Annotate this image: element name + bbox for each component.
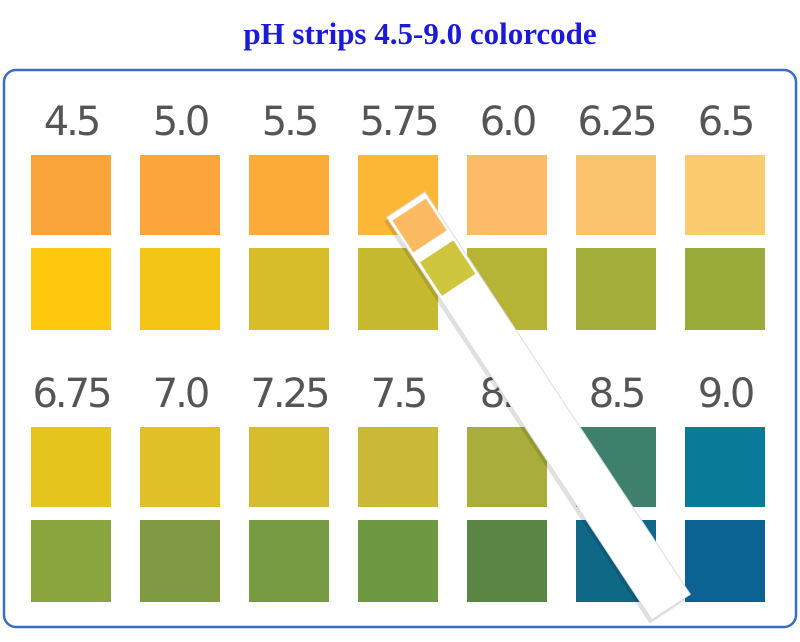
color-swatch	[358, 520, 438, 602]
color-swatch	[467, 520, 547, 602]
ph-label: 9.0	[698, 371, 753, 417]
ph-label: 5.75	[359, 99, 436, 145]
ph-label: 6.75	[32, 371, 109, 417]
strip-pad	[392, 198, 447, 253]
color-swatch	[31, 248, 111, 330]
color-swatch	[31, 155, 111, 235]
ph-label: 8.5	[589, 371, 644, 417]
ph-label: 7.0	[153, 371, 208, 417]
color-swatch	[140, 520, 220, 602]
ph-label: 7.25	[250, 371, 327, 417]
ph-label: 6.0	[480, 99, 535, 145]
color-swatch	[249, 427, 329, 507]
color-swatch	[685, 155, 765, 235]
ph-label: 5.5	[262, 99, 317, 145]
ph-label: 7.5	[371, 371, 426, 417]
color-swatch	[467, 155, 547, 235]
color-swatch	[685, 520, 765, 602]
color-swatch	[31, 427, 111, 507]
color-swatch	[685, 427, 765, 507]
ph-label: 6.25	[577, 99, 654, 145]
strip	[385, 191, 692, 621]
color-swatch	[140, 155, 220, 235]
color-swatch	[249, 520, 329, 602]
color-swatch	[358, 427, 438, 507]
color-swatch	[31, 520, 111, 602]
color-swatch	[685, 248, 765, 330]
color-swatch	[249, 155, 329, 235]
color-swatch	[576, 248, 656, 330]
color-swatch	[140, 248, 220, 330]
test-strip	[384, 191, 692, 624]
title: pH strips 4.5-9.0 colorcode	[243, 16, 596, 51]
color-swatch	[576, 155, 656, 235]
strip-pad	[419, 240, 476, 296]
color-swatch	[140, 427, 220, 507]
ph-label: 6.5	[698, 99, 753, 145]
color-swatch	[249, 248, 329, 330]
ph-label: 5.0	[153, 99, 208, 145]
ph-label: 4.5	[44, 99, 99, 145]
color-chart: 4.55.05.55.756.06.256.56.757.07.257.58.0…	[31, 99, 765, 602]
